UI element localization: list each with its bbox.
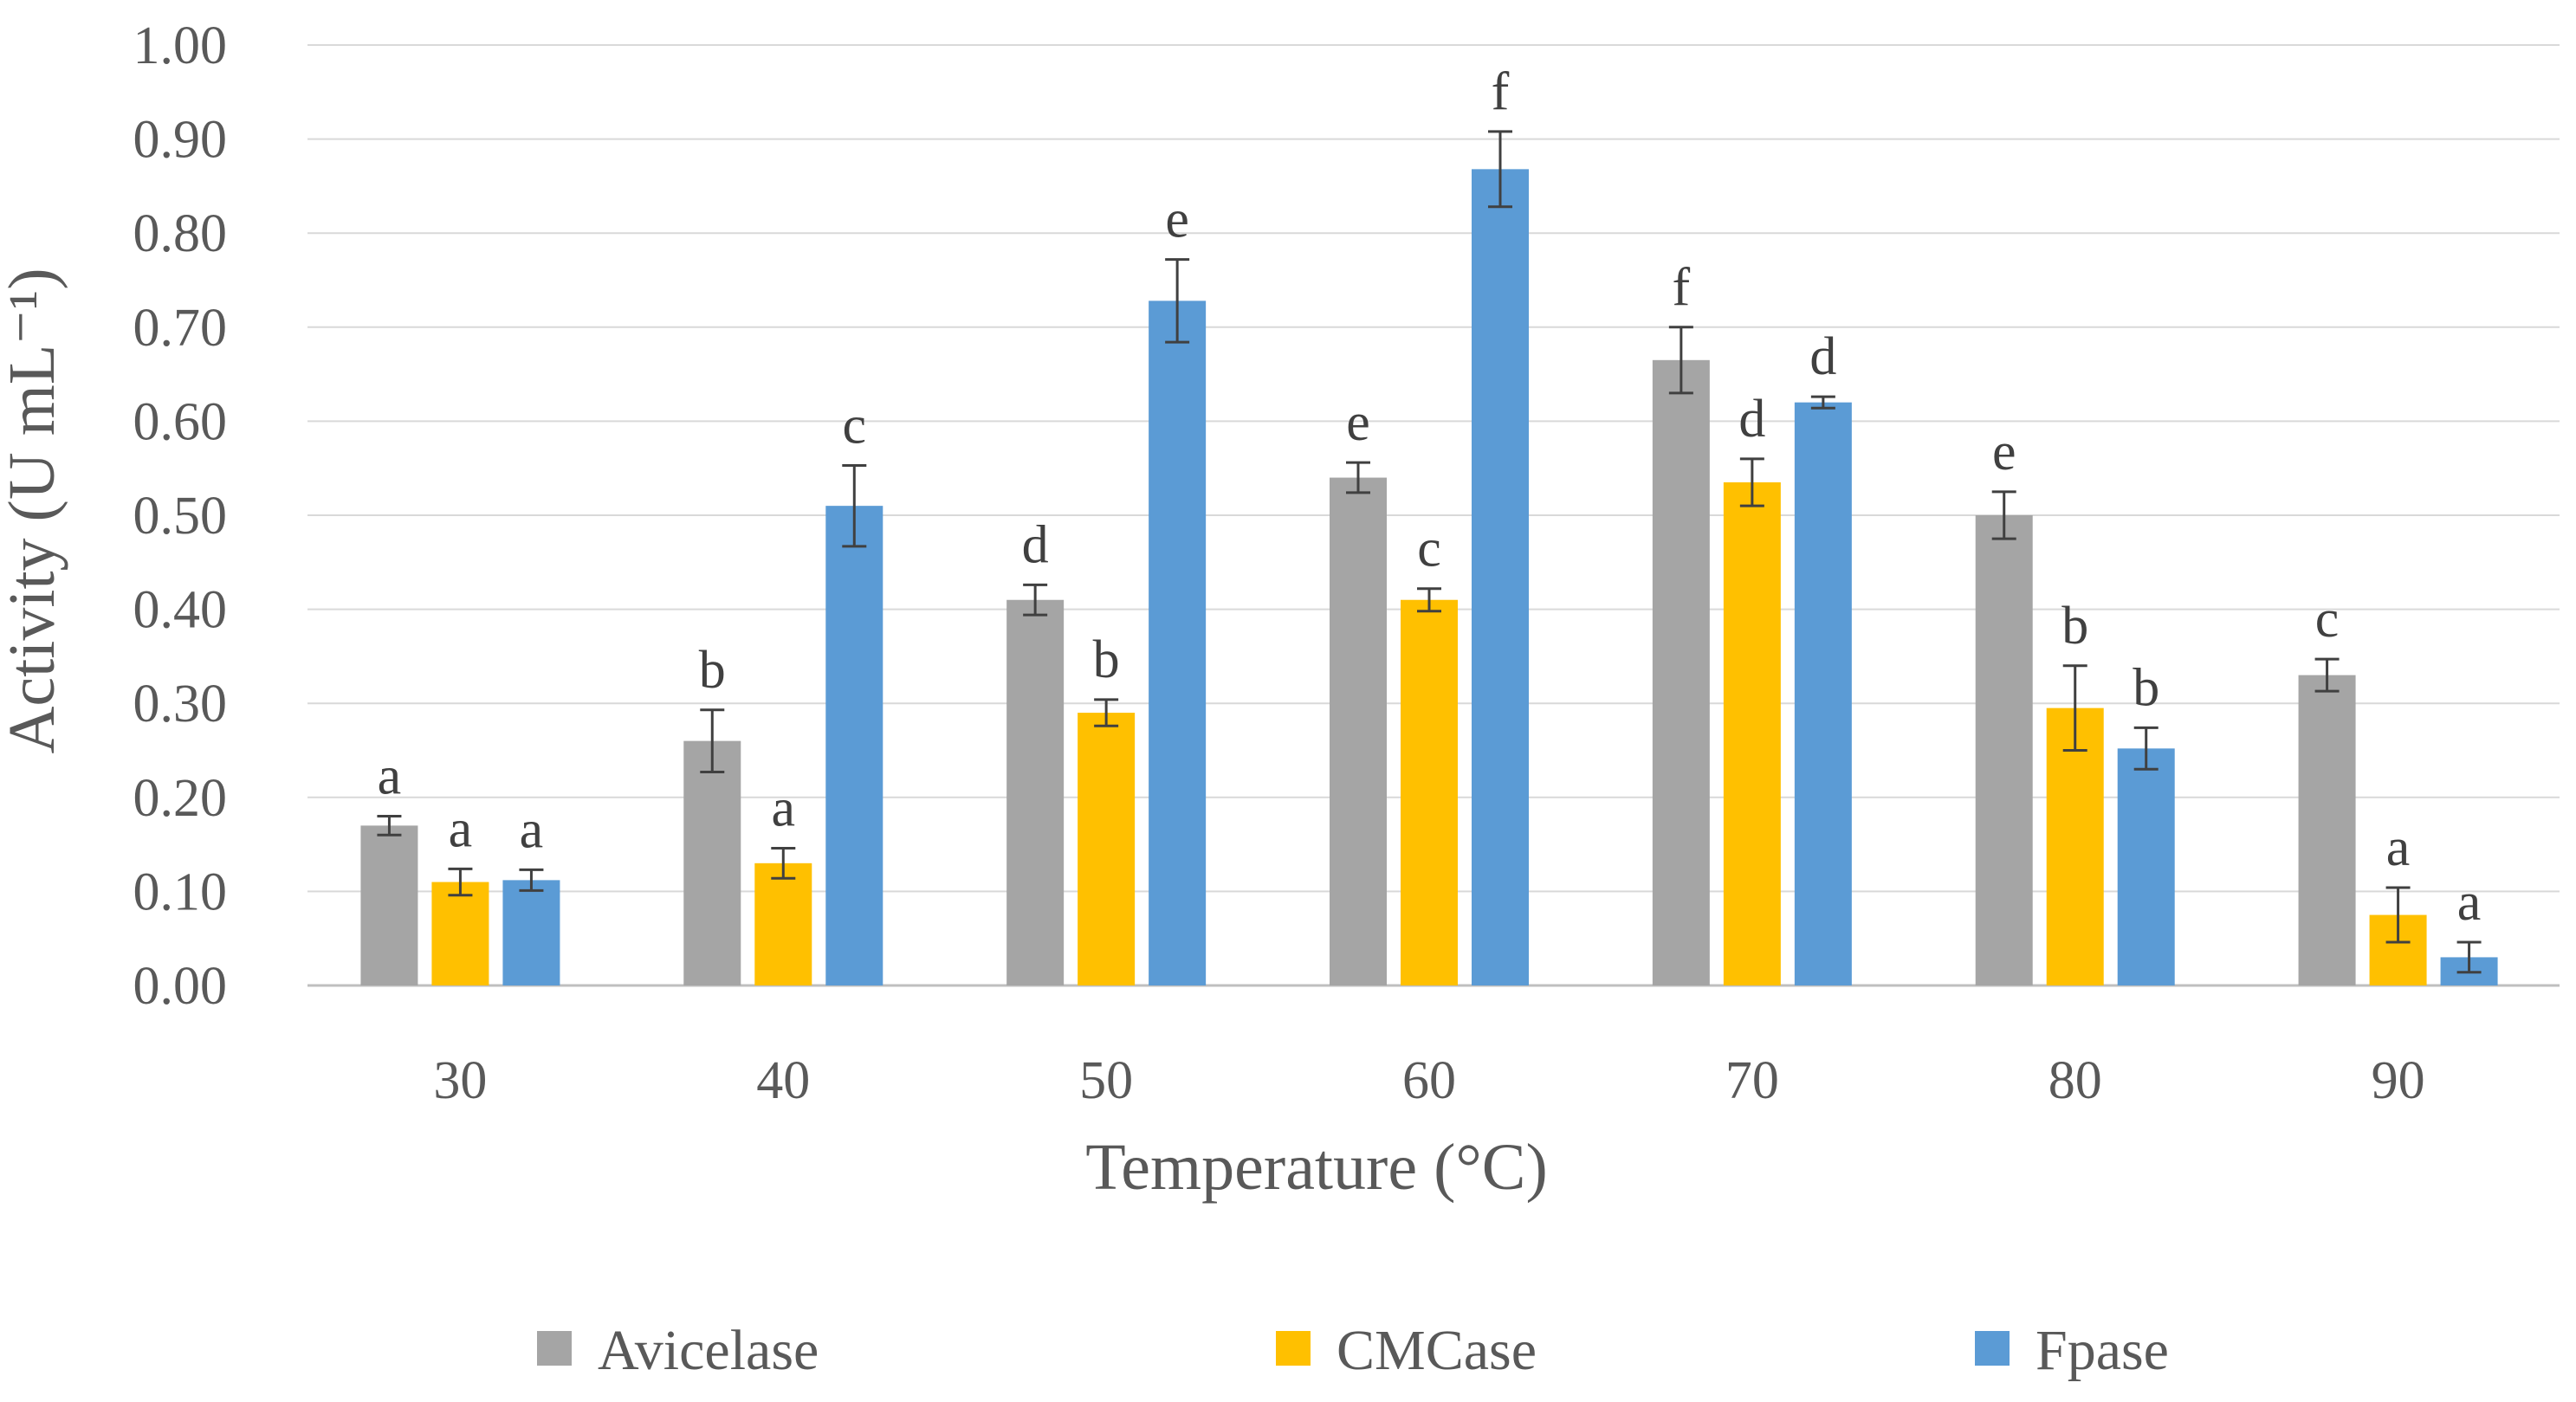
bar-fpase-80 <box>2117 748 2175 985</box>
significance-letter: a <box>772 779 796 837</box>
legend-swatch <box>1975 1331 2010 1366</box>
error-bar <box>1346 461 1370 494</box>
bar-fpase-70 <box>1794 402 1852 985</box>
bar-avicelase-40 <box>683 740 741 985</box>
y-tick-label: 0.80 <box>133 204 228 263</box>
error-bar <box>842 463 867 548</box>
y-axis-ticks: 0.00 0.10 0.20 0.30 0.40 0.50 0.60 0.70 0.80 0.90… <box>133 16 228 1016</box>
significance-letter: e <box>1346 393 1370 452</box>
bar-avicelase-90 <box>2298 675 2356 985</box>
significance-letter: d <box>1738 390 1765 449</box>
error-bar <box>1810 395 1835 410</box>
legend-item-avicelase: Avicelase <box>537 1319 819 1382</box>
bar-fpase-40 <box>825 506 883 985</box>
error-bar <box>377 815 402 837</box>
bar-cmcase-50 <box>1078 713 1136 985</box>
x-tick-label: 60 <box>1402 1051 1456 1110</box>
significance-letter: c <box>2315 590 2340 649</box>
legend-label: Fpase <box>2036 1319 2169 1382</box>
significance-letter: d <box>1809 327 1836 386</box>
error-bar <box>519 868 544 892</box>
error-bar <box>2314 657 2340 693</box>
y-tick-label: 0.90 <box>133 111 228 170</box>
error-bar <box>2456 940 2482 974</box>
error-bar <box>1668 326 1693 395</box>
significance-letter: b <box>1093 630 1120 689</box>
significance-letter: b <box>2133 658 2159 717</box>
significance-letter: a <box>520 800 544 859</box>
x-tick-label: 80 <box>2049 1051 2102 1110</box>
significance-letter: a <box>2386 818 2411 877</box>
error-bar <box>700 708 725 773</box>
bar-avicelase-70 <box>1652 359 1710 985</box>
significance-letter: c <box>1417 520 1441 578</box>
significance-letter: f <box>1673 258 1691 317</box>
significance-letter: a <box>378 747 402 806</box>
x-tick-label: 30 <box>433 1051 487 1110</box>
error-bar <box>1488 130 1512 209</box>
x-tick-label: 50 <box>1079 1051 1133 1110</box>
bar-avicelase-50 <box>1006 599 1065 985</box>
error-bar <box>1023 583 1048 617</box>
y-tick-label: 0.60 <box>133 392 228 451</box>
significance-letter: d <box>1022 515 1049 574</box>
bar-fpase-60 <box>1472 169 1529 986</box>
legend-swatch <box>537 1331 572 1366</box>
significance-letter: b <box>2061 597 2088 656</box>
bar-cmcase-40 <box>754 863 812 985</box>
legend-item-cmcase: CMCase <box>1276 1319 1537 1382</box>
bar-avicelase-60 <box>1330 477 1387 985</box>
bar-cmcase-80 <box>2046 707 2104 985</box>
significance-letter: e <box>1165 191 1189 249</box>
error-bar <box>1739 457 1764 507</box>
error-bar <box>771 846 796 880</box>
y-tick-label: 0.30 <box>133 675 228 733</box>
legend-swatch <box>1276 1331 1311 1366</box>
legend: Avicelase CMCase Fpase <box>537 1319 2169 1382</box>
bar-fpase-30 <box>502 880 560 985</box>
bars <box>360 169 2498 986</box>
significance-letter: a <box>449 799 473 858</box>
error-bar <box>1165 258 1190 344</box>
y-tick-label: 0.50 <box>133 487 228 546</box>
bar-cmcase-30 <box>431 882 489 985</box>
error-bar <box>2385 886 2411 944</box>
x-tick-label: 40 <box>756 1051 810 1110</box>
legend-label: CMCase <box>1337 1319 1537 1382</box>
x-axis-ticks: 30 40 50 60 70 80 90 <box>433 1051 2424 1110</box>
y-tick-label: 0.00 <box>133 957 228 1016</box>
error-bar <box>1417 587 1441 613</box>
legend-item-fpase: Fpase <box>1975 1319 2169 1382</box>
bar-avicelase-80 <box>1975 515 2033 985</box>
significance-letter: b <box>699 641 726 700</box>
y-tick-label: 0.40 <box>133 581 228 640</box>
error-bar <box>1094 698 1119 727</box>
error-bar <box>448 867 473 897</box>
error-bars <box>377 130 2482 974</box>
x-axis-title: Temperature (°C) <box>1085 1131 1548 1204</box>
x-tick-label: 70 <box>1725 1051 1779 1110</box>
error-bar <box>2133 726 2159 771</box>
y-tick-label: 0.70 <box>133 299 228 358</box>
significance-letter: c <box>843 396 867 455</box>
significance-letter: e <box>1992 423 2016 481</box>
y-tick-label: 1.00 <box>133 16 228 75</box>
legend-label: Avicelase <box>598 1319 819 1382</box>
bar-fpase-50 <box>1149 300 1207 986</box>
error-bar <box>1991 490 2016 540</box>
y-axis-title: Activity (U mL⁻¹) <box>0 268 68 753</box>
significance-letter: f <box>1492 62 1510 121</box>
bar-cmcase-60 <box>1401 599 1458 985</box>
error-bar <box>2062 664 2087 752</box>
bar-avicelase-30 <box>360 825 418 985</box>
y-tick-label: 0.10 <box>133 863 228 921</box>
significance-letter: a <box>2457 873 2482 932</box>
x-tick-label: 90 <box>2372 1051 2425 1110</box>
bar-cmcase-70 <box>1723 481 1781 985</box>
y-tick-label: 0.20 <box>133 769 228 828</box>
